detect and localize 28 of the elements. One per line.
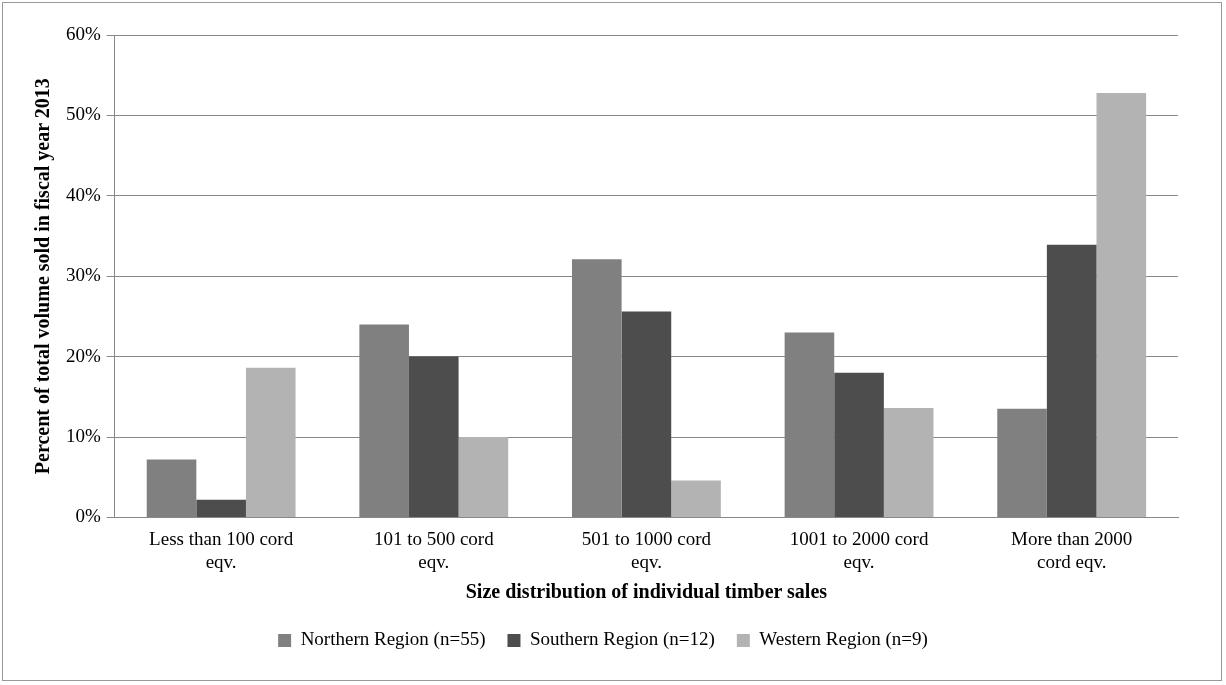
y-axis-title: Percent of total volume sold in fiscal year 2013 — [31, 78, 55, 475]
x-tick-label: 501 to 1000 cord eqv. — [581, 527, 712, 572]
y-tick-label: 50% — [66, 103, 101, 125]
legend-label: Southern Region (n=12) — [529, 628, 715, 651]
bar — [834, 372, 884, 517]
y-tick-label: 30% — [66, 264, 101, 286]
y-tick-label: 40% — [66, 183, 101, 205]
bar — [196, 499, 246, 517]
y-tick-label: 10% — [66, 424, 101, 446]
bar — [245, 367, 296, 517]
x-tick-label: More than 2000 cord eqv. — [1011, 527, 1133, 572]
x-tick-label: 1001 to 2000 cord eqv. — [789, 527, 929, 572]
bar — [883, 408, 934, 517]
bar — [146, 459, 197, 517]
legend-label: Western Region (n=9) — [759, 628, 928, 651]
bar — [1046, 244, 1097, 517]
bar — [671, 480, 721, 517]
y-tick-label: 20% — [66, 344, 101, 366]
bar — [1096, 92, 1147, 517]
y-tick-label: 0% — [75, 505, 101, 527]
bar — [621, 311, 672, 517]
x-tick-label: Less than 100 cord eqv. — [149, 527, 294, 572]
x-tick-label: 101 to 500 cord eqv. — [373, 527, 495, 572]
bar — [458, 437, 509, 517]
x-axis-title: Size distribution of individual timber sales — [465, 580, 828, 603]
bar — [408, 356, 459, 517]
legend-label: Northern Region (n=55) — [300, 628, 486, 651]
y-tick-label: 60% — [66, 22, 101, 44]
